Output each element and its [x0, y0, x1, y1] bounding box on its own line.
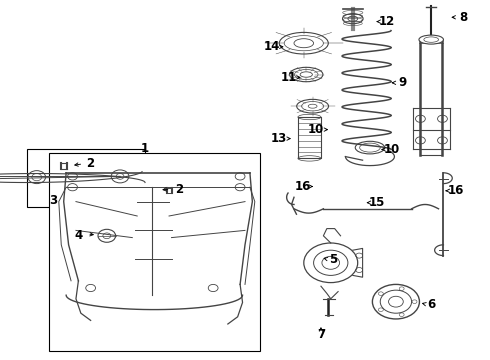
Text: 13: 13: [271, 132, 288, 145]
Text: 10: 10: [308, 123, 324, 136]
Text: 14: 14: [264, 40, 280, 53]
Ellipse shape: [419, 35, 443, 44]
Text: 16: 16: [294, 180, 311, 193]
Text: 2: 2: [87, 157, 95, 170]
Text: 15: 15: [369, 196, 386, 209]
Text: 1: 1: [141, 142, 148, 155]
Text: 11: 11: [281, 71, 297, 84]
Text: 9: 9: [399, 76, 407, 89]
Bar: [49, 153, 260, 351]
Text: 4: 4: [74, 229, 82, 242]
Text: 7: 7: [317, 328, 325, 341]
Text: 5: 5: [329, 253, 337, 266]
Bar: [27, 149, 145, 207]
Text: 12: 12: [379, 15, 395, 28]
Text: 16: 16: [447, 184, 464, 197]
Text: 3: 3: [49, 194, 57, 207]
Text: 6: 6: [427, 298, 435, 311]
Text: 10: 10: [384, 143, 400, 156]
Text: 2: 2: [175, 183, 183, 195]
Text: 8: 8: [459, 11, 467, 24]
